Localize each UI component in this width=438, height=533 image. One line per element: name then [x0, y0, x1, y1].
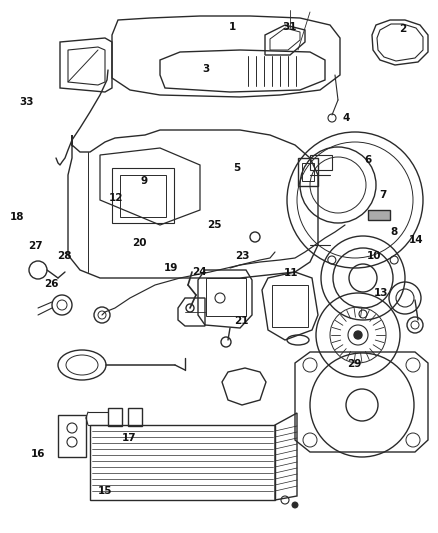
Text: 31: 31 [282, 22, 297, 31]
Circle shape [292, 502, 298, 508]
Text: 11: 11 [284, 268, 299, 278]
Text: 9: 9 [141, 176, 148, 186]
Text: 2: 2 [399, 25, 406, 34]
Text: 13: 13 [374, 288, 389, 298]
Text: 28: 28 [57, 251, 72, 261]
Bar [298, 158, 318, 186]
Text: 8: 8 [391, 227, 398, 237]
Bar [310, 155, 332, 170]
Bar [302, 163, 314, 181]
Bar [128, 408, 142, 426]
Bar [206, 278, 246, 316]
Text: 27: 27 [28, 241, 43, 251]
Text: 17: 17 [122, 433, 137, 443]
Bar [90, 425, 275, 500]
Circle shape [354, 331, 362, 339]
Text: 26: 26 [44, 279, 59, 288]
Text: 33: 33 [19, 98, 34, 107]
Bar [272, 285, 308, 327]
Text: 1: 1 [229, 22, 236, 31]
Text: 10: 10 [367, 251, 382, 261]
Text: 18: 18 [10, 212, 25, 222]
Text: 5: 5 [233, 163, 240, 173]
Text: 4: 4 [343, 114, 350, 123]
Text: 7: 7 [380, 190, 387, 199]
Text: 24: 24 [192, 267, 207, 277]
Bar [58, 415, 86, 457]
Bar [108, 408, 122, 426]
Text: 19: 19 [164, 263, 178, 272]
Bar [120, 175, 166, 217]
Text: 29: 29 [348, 359, 362, 368]
Text: 21: 21 [233, 316, 248, 326]
Bar [368, 210, 390, 220]
Bar [112, 168, 174, 223]
Text: 3: 3 [202, 64, 209, 74]
Text: 6: 6 [364, 155, 371, 165]
Text: 23: 23 [235, 251, 250, 261]
Text: 25: 25 [207, 220, 222, 230]
Text: 20: 20 [132, 238, 147, 247]
Text: 12: 12 [109, 193, 124, 203]
Text: 14: 14 [409, 235, 424, 245]
Text: 15: 15 [98, 487, 113, 496]
Text: 16: 16 [31, 449, 46, 459]
